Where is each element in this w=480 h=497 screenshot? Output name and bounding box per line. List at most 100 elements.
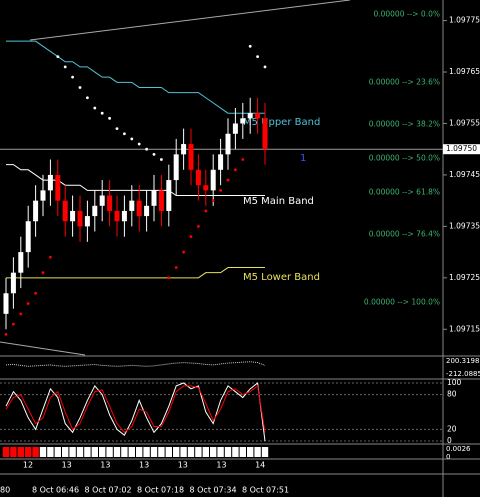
signal-block (202, 447, 209, 457)
candle-body (166, 180, 172, 211)
sar-dot (167, 276, 171, 280)
sar-dot (189, 235, 193, 239)
fib-label: 0.00000 --> 76.4% (369, 230, 440, 239)
x-tick-label: 8 Oct 07:18 (137, 486, 184, 495)
sar-dot (211, 199, 215, 203)
candle-body (195, 169, 201, 186)
signal-block (99, 447, 106, 457)
candle-body (92, 205, 98, 217)
signal-block (121, 447, 128, 457)
marker: 1 (300, 153, 306, 164)
band-label: M5 Main Band (243, 196, 314, 207)
signal-block (217, 447, 224, 457)
signal-block (254, 447, 261, 457)
candle-body (10, 272, 16, 294)
candle-body (218, 154, 224, 170)
candle-body (129, 200, 135, 211)
sar-dot (115, 127, 119, 131)
signal-block (224, 447, 232, 457)
sar-dot (204, 209, 208, 213)
candle-body (70, 210, 76, 222)
signal-block (239, 447, 246, 457)
hour-label: 13 (139, 461, 149, 470)
signal-block (91, 447, 98, 457)
signal-block (39, 447, 47, 457)
candle-body (225, 133, 231, 155)
trend-line (29, 0, 351, 41)
signal-block (143, 447, 150, 457)
signal-block (247, 447, 254, 457)
band-line (6, 267, 265, 279)
sar-dot (63, 65, 67, 69)
y-tick-label: 1.09775 (449, 16, 480, 25)
sar-dot (34, 291, 37, 295)
sar-dot (160, 158, 163, 161)
stoch-line (5, 382, 266, 442)
y-tick-label: 1.09725 (449, 273, 480, 282)
candle-body (247, 113, 253, 119)
sar-dot (49, 255, 52, 259)
candle-body (188, 144, 194, 170)
signal-block (54, 447, 61, 457)
candle-body (255, 113, 261, 119)
candle-body (33, 200, 39, 222)
signal-block (150, 447, 158, 457)
sar-dot (78, 86, 82, 89)
signal-block (261, 447, 269, 457)
band-line (6, 40, 265, 114)
sar-dot (41, 271, 45, 275)
candle-body (181, 144, 187, 155)
candle-body (210, 169, 216, 191)
fib-label: 0.00000 --> 50.0% (369, 153, 440, 162)
signal-block (180, 447, 187, 457)
signal-block (158, 447, 165, 457)
candle-body (136, 200, 142, 217)
candle-body (62, 200, 68, 222)
sar-dot (93, 106, 97, 110)
hour-label: 13 (216, 461, 226, 470)
candle-body (3, 293, 9, 314)
cci-line (5, 361, 266, 367)
sar-dot (130, 137, 134, 141)
sar-dot (137, 142, 141, 146)
y-tick-label: 1.09765 (449, 67, 480, 76)
trend-line (0, 341, 86, 356)
signal-block (210, 447, 217, 457)
sar-dot (226, 178, 230, 182)
sar-dot (86, 96, 89, 100)
signal-block (195, 447, 202, 457)
x-tick-label: 8 Oct 07:51 (242, 486, 289, 495)
candle-body (99, 195, 105, 206)
y-tick-label: 1.09735 (449, 221, 480, 230)
hour-label: 12 (23, 461, 33, 470)
signal-block (2, 447, 10, 457)
stoch-tick-label: 20 (447, 424, 457, 433)
x-tick-label: 80 (0, 486, 10, 495)
sar-dot (256, 55, 259, 58)
fib-label: 0.00000 --> 38.2% (369, 120, 440, 129)
sar-dot (100, 111, 104, 115)
signal-block (25, 447, 32, 457)
candle-body (77, 210, 83, 227)
x-tick-label: 8 Oct 07:34 (190, 486, 237, 495)
candle-body (121, 210, 127, 222)
candle-body (47, 174, 53, 191)
sar-dot (123, 132, 126, 136)
sar-dot (56, 55, 60, 58)
candle-body (240, 118, 246, 124)
hour-label: 13 (178, 461, 188, 470)
x-tick-label: 8 Oct 06:46 (32, 486, 79, 495)
candle-body (114, 210, 120, 222)
signal-block (62, 447, 69, 457)
sar-dot (263, 65, 267, 69)
candle-body (84, 216, 90, 227)
signal-block (47, 447, 54, 457)
current-price-box (443, 144, 480, 155)
sar-dot (145, 147, 149, 151)
signal-block (10, 447, 17, 457)
signal-block (136, 447, 143, 457)
signal-block (32, 447, 39, 457)
fib-label: 0.00000 --> 100.0% (364, 298, 440, 307)
signal-label: 0 (446, 453, 450, 461)
sar-dot (108, 116, 111, 120)
